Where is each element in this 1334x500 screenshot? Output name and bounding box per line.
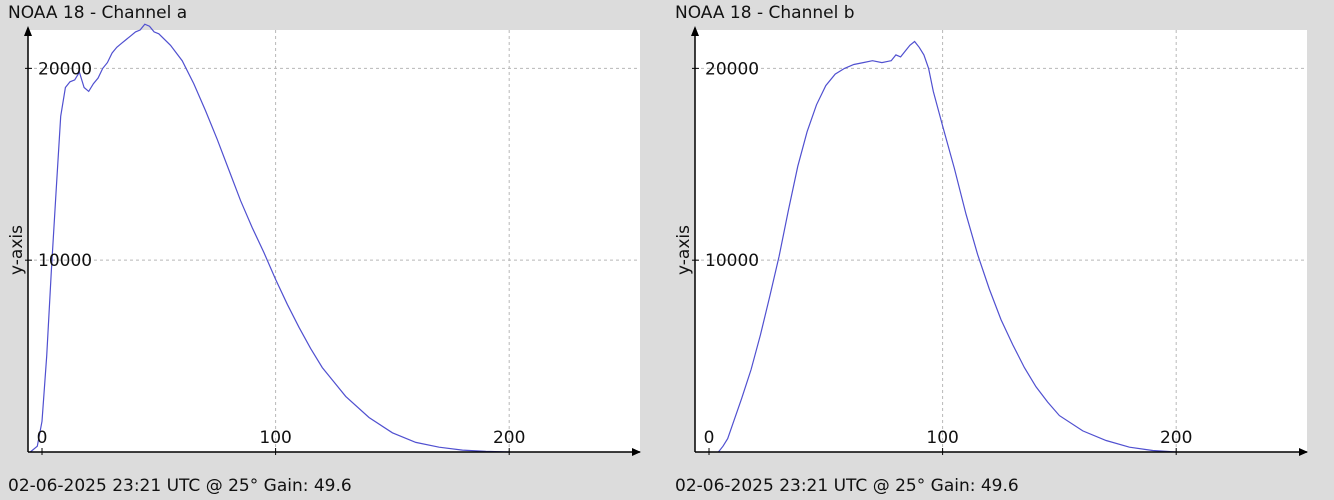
- x-tick-label: 0: [37, 428, 48, 448]
- chart-title: NOAA 18 - Channel a: [8, 3, 188, 23]
- y-axis-arrow: [24, 26, 32, 36]
- chart-title: NOAA 18 - Channel b: [675, 3, 855, 23]
- series-line: [717, 40, 1177, 453]
- x-axis-arrow: [1299, 448, 1308, 456]
- plot-canvas: 0 100 200 10000 20000 y-axis: [7, 23, 641, 456]
- y-axis-title: y-axis: [674, 225, 694, 275]
- x-tick-label: 200: [493, 428, 525, 448]
- pass-info-footer: 02-06-2025 23:21 UTC @ 25° Gain: 49.6: [8, 476, 352, 496]
- pass-info-footer: 02-06-2025 23:21 UTC @ 25° Gain: 49.6: [675, 476, 1019, 496]
- plot-canvas: 0 100 200 10000 20000 y-axis: [674, 26, 1308, 456]
- y-tick-label: 20000: [705, 59, 759, 79]
- chart-panel-channel-a: 0 100 200 10000 20000 y-axis NOAA 18 - Channe…: [0, 0, 660, 500]
- series-line: [29, 23, 510, 453]
- y-tick-label: 10000: [38, 251, 92, 271]
- x-tick-label: 100: [926, 428, 958, 448]
- plot-area: [28, 30, 640, 452]
- chart-panel-channel-b: 0 100 200 10000 20000 y-axis NOAA 18 - Channe…: [667, 0, 1327, 500]
- x-tick-label: 0: [704, 428, 715, 448]
- y-axis-title: y-axis: [7, 225, 27, 275]
- x-tick-label: 200: [1160, 428, 1192, 448]
- x-axis-arrow: [632, 448, 641, 456]
- y-axis-arrow: [691, 26, 699, 36]
- y-tick-label: 10000: [705, 251, 759, 271]
- x-tick-label: 100: [259, 428, 291, 448]
- plot-area: [695, 30, 1307, 452]
- y-tick-label: 20000: [38, 59, 92, 79]
